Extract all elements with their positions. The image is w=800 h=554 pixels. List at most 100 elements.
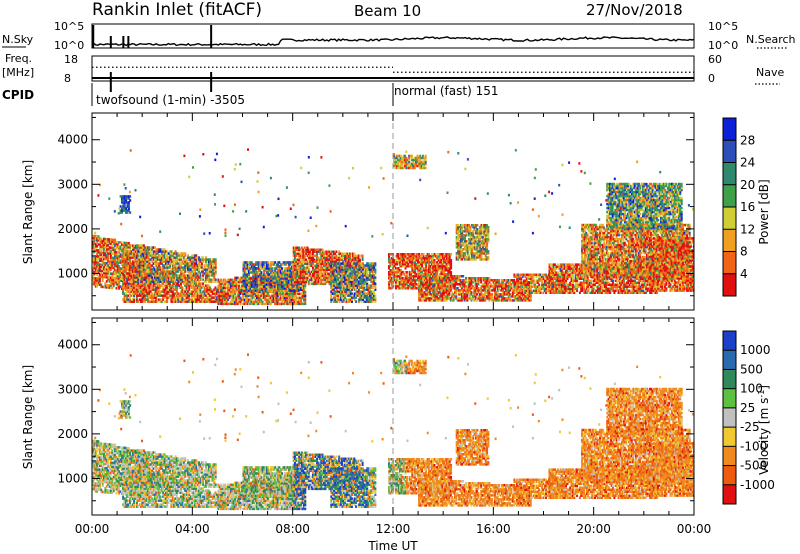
range-gate-cell	[112, 270, 115, 274]
range-gate-cell	[122, 290, 125, 293]
range-gate-cell	[119, 285, 122, 288]
range-gate-cell	[98, 251, 101, 254]
range-gate-cell	[145, 286, 148, 289]
range-gate-cell	[148, 246, 151, 249]
range-gate-cell	[119, 279, 122, 282]
range-gate-cell	[220, 282, 223, 286]
range-gate-cell	[170, 284, 173, 287]
range-gate-cell	[153, 284, 156, 287]
range-gate-cell	[141, 260, 144, 263]
range-gate-cell	[147, 272, 150, 275]
range-gate-cell	[153, 282, 156, 285]
range-gate-cell	[337, 278, 340, 281]
range-gate-cell	[96, 283, 99, 286]
range-gate-cell	[285, 296, 287, 300]
range-gate-cell	[206, 276, 209, 279]
range-gate-cell	[156, 276, 159, 279]
range-gate-cell	[127, 286, 130, 289]
range-gate-cell	[175, 282, 178, 285]
range-gate-cell	[192, 266, 195, 269]
range-gate-cell	[240, 276, 243, 280]
range-gate-cell	[193, 298, 196, 301]
range-gate-cell	[145, 278, 148, 281]
range-gate-cell	[267, 292, 270, 296]
range-gate-cell	[224, 294, 227, 298]
range-gate-cell	[135, 290, 138, 293]
range-gate-cell	[167, 292, 170, 295]
range-gate-cell	[265, 280, 268, 284]
range-gate-cell	[118, 247, 121, 250]
range-gate-cell	[155, 274, 158, 277]
range-gate-cell	[234, 276, 236, 280]
range-gate-cell	[131, 268, 134, 271]
range-gate-cell	[171, 274, 174, 277]
range-gate-cell	[148, 278, 151, 281]
range-gate-cell	[210, 288, 213, 291]
range-gate-cell	[213, 258, 216, 261]
range-gate-cell	[232, 300, 235, 304]
range-gate-cell	[127, 276, 130, 279]
range-gate-cell	[174, 256, 177, 259]
range-gate-cell	[278, 290, 281, 294]
range-gate-cell	[211, 264, 214, 267]
range-gate-cell	[133, 244, 136, 248]
range-gate-cell	[94, 236, 97, 240]
range-gate-cell	[203, 298, 206, 301]
range-gate-cell	[105, 284, 108, 287]
range-gate-cell	[94, 267, 97, 270]
range-gate-cell	[97, 269, 100, 272]
range-gate-cell	[148, 272, 151, 275]
range-gate-cell	[211, 274, 214, 277]
range-gate-cell	[167, 252, 170, 255]
range-gate-cell	[131, 262, 134, 265]
range-gate-cell	[158, 282, 160, 285]
range-gate-cell	[151, 254, 154, 257]
range-gate-cell	[138, 254, 141, 257]
range-gate-cell	[264, 302, 267, 306]
range-gate-cell	[245, 298, 247, 302]
range-gate-cell	[180, 262, 183, 265]
range-gate-cell	[152, 284, 155, 287]
range-gate-cell	[142, 244, 145, 247]
range-gate-cell	[127, 266, 130, 269]
range-gate-cell	[202, 256, 205, 259]
range-gate-cell	[146, 292, 149, 295]
range-gate-cell	[173, 298, 176, 301]
range-gate-cell	[107, 260, 110, 263]
range-gate-cell	[136, 258, 138, 261]
range-gate-cell	[239, 300, 242, 304]
range-gate-cell	[138, 270, 141, 273]
range-gate-cell	[177, 254, 180, 257]
range-gate-cell	[159, 286, 162, 289]
range-gate-cell	[155, 256, 158, 259]
range-gate-cell	[156, 256, 159, 259]
range-gate-cell	[94, 261, 97, 264]
range-gate-cell	[285, 290, 287, 294]
range-gate-cell	[198, 294, 200, 297]
range-gate-cell	[98, 237, 101, 240]
range-gate-cell	[206, 266, 209, 269]
range-gate-cell	[175, 288, 178, 291]
range-gate-cell	[93, 266, 96, 270]
range-gate-cell	[192, 260, 195, 263]
range-gate-cell	[231, 280, 234, 284]
range-gate-cell	[126, 298, 129, 301]
range-gate-cell	[214, 258, 217, 261]
range-gate-cell	[151, 268, 154, 271]
range-gate-cell	[191, 256, 194, 259]
range-gate-cell	[170, 294, 173, 297]
range-gate-cell	[186, 282, 189, 285]
range-gate-cell	[125, 245, 128, 249]
range-gate-cell	[149, 278, 152, 281]
range-gate-cell	[127, 290, 130, 293]
range-gate-cell	[158, 248, 161, 251]
range-gate-cell	[193, 296, 196, 299]
range-gate-cell	[104, 263, 107, 267]
range-gate-cell	[148, 266, 151, 269]
range-gate-cell	[115, 246, 118, 250]
range-gate-cell	[198, 270, 201, 273]
range-gate-cell	[188, 262, 191, 265]
range-gate-cell	[256, 290, 258, 294]
range-gate-cell	[271, 286, 274, 290]
range-gate-cell	[131, 280, 134, 283]
